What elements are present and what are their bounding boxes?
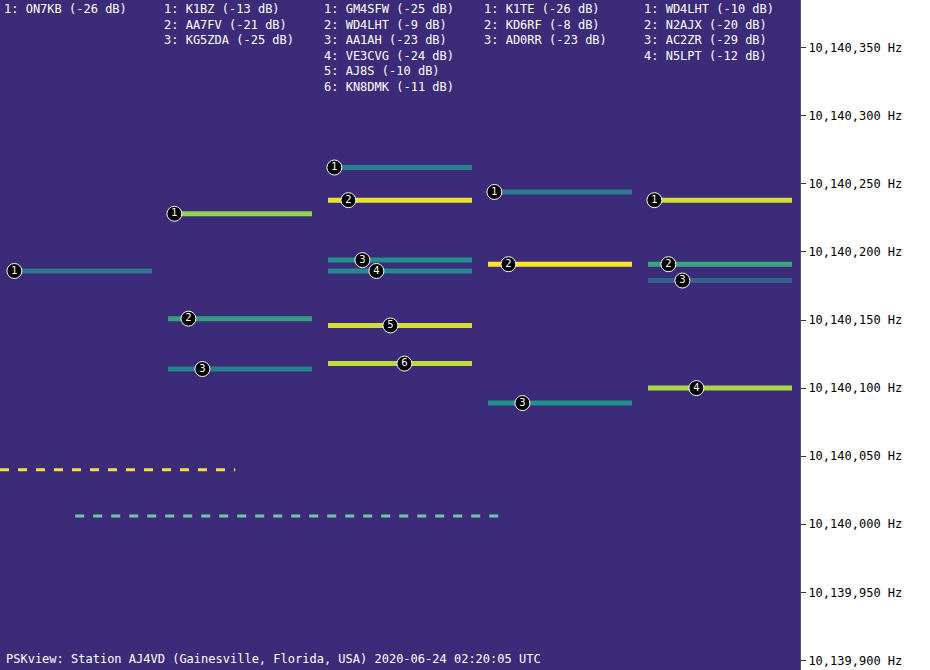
svg-text:1: WD4LHT (-10 dB)2: N2AJX (-2: 1: WD4LHT (-10 dB)2: N2AJX (-20 dB)3: AC… <box>644 2 774 63</box>
svg-text:1: 1 <box>11 265 17 276</box>
svg-text:10,140,100 Hz: 10,140,100 Hz <box>808 381 902 395</box>
svg-text:1: 1 <box>331 161 337 172</box>
svg-text:10,140,300 Hz: 10,140,300 Hz <box>808 109 902 123</box>
svg-text:5: 5 <box>387 319 393 330</box>
svg-text:1: 1 <box>491 186 497 197</box>
svg-text:10,140,000 Hz: 10,140,000 Hz <box>808 517 902 531</box>
svg-text:10,140,150 Hz: 10,140,150 Hz <box>808 313 902 327</box>
svg-text:1: 1 <box>651 194 657 205</box>
svg-text:2: 2 <box>185 312 191 323</box>
svg-text:4: 4 <box>373 265 379 276</box>
svg-text:3: 3 <box>359 254 365 265</box>
svg-text:1: K1BZ (-13 dB)2: AA7FV (-21: 1: K1BZ (-13 dB)2: AA7FV (-21 dB)3: KG5Z… <box>164 2 294 47</box>
svg-text:10,140,200 Hz: 10,140,200 Hz <box>808 245 902 259</box>
svg-text:3: 3 <box>199 363 205 374</box>
svg-text:1: K1TE (-26 dB)2: KD6RF (-8 d: 1: K1TE (-26 dB)2: KD6RF (-8 dB)3: AD0RR… <box>484 2 607 47</box>
svg-text:2: 2 <box>665 258 671 269</box>
svg-text:10,140,250 Hz: 10,140,250 Hz <box>808 177 902 191</box>
svg-text:2: 2 <box>345 194 351 205</box>
svg-text:4: 4 <box>693 382 699 393</box>
svg-text:10,140,050 Hz: 10,140,050 Hz <box>808 449 902 463</box>
svg-text:10,140,350 Hz: 10,140,350 Hz <box>808 41 902 55</box>
svg-text:1: GM4SFW (-25 dB)2: WD4LHT (-: 1: GM4SFW (-25 dB)2: WD4LHT (-9 dB)3: AA… <box>324 2 454 94</box>
svg-text:3: 3 <box>519 397 525 408</box>
svg-text:1: ON7KB (-26 dB): 1: ON7KB (-26 dB) <box>4 2 127 16</box>
svg-text:2: 2 <box>505 258 511 269</box>
svg-text:6: 6 <box>401 357 407 368</box>
svg-text:10,139,950 Hz: 10,139,950 Hz <box>808 586 902 600</box>
svg-text:10,139,900 Hz: 10,139,900 Hz <box>808 654 902 668</box>
svg-text:PSKview: Station AJ4VD (Gaines: PSKview: Station AJ4VD (Gainesville, Flo… <box>6 652 541 666</box>
svg-text:3: 3 <box>679 274 685 285</box>
svg-text:1: 1 <box>171 207 177 218</box>
